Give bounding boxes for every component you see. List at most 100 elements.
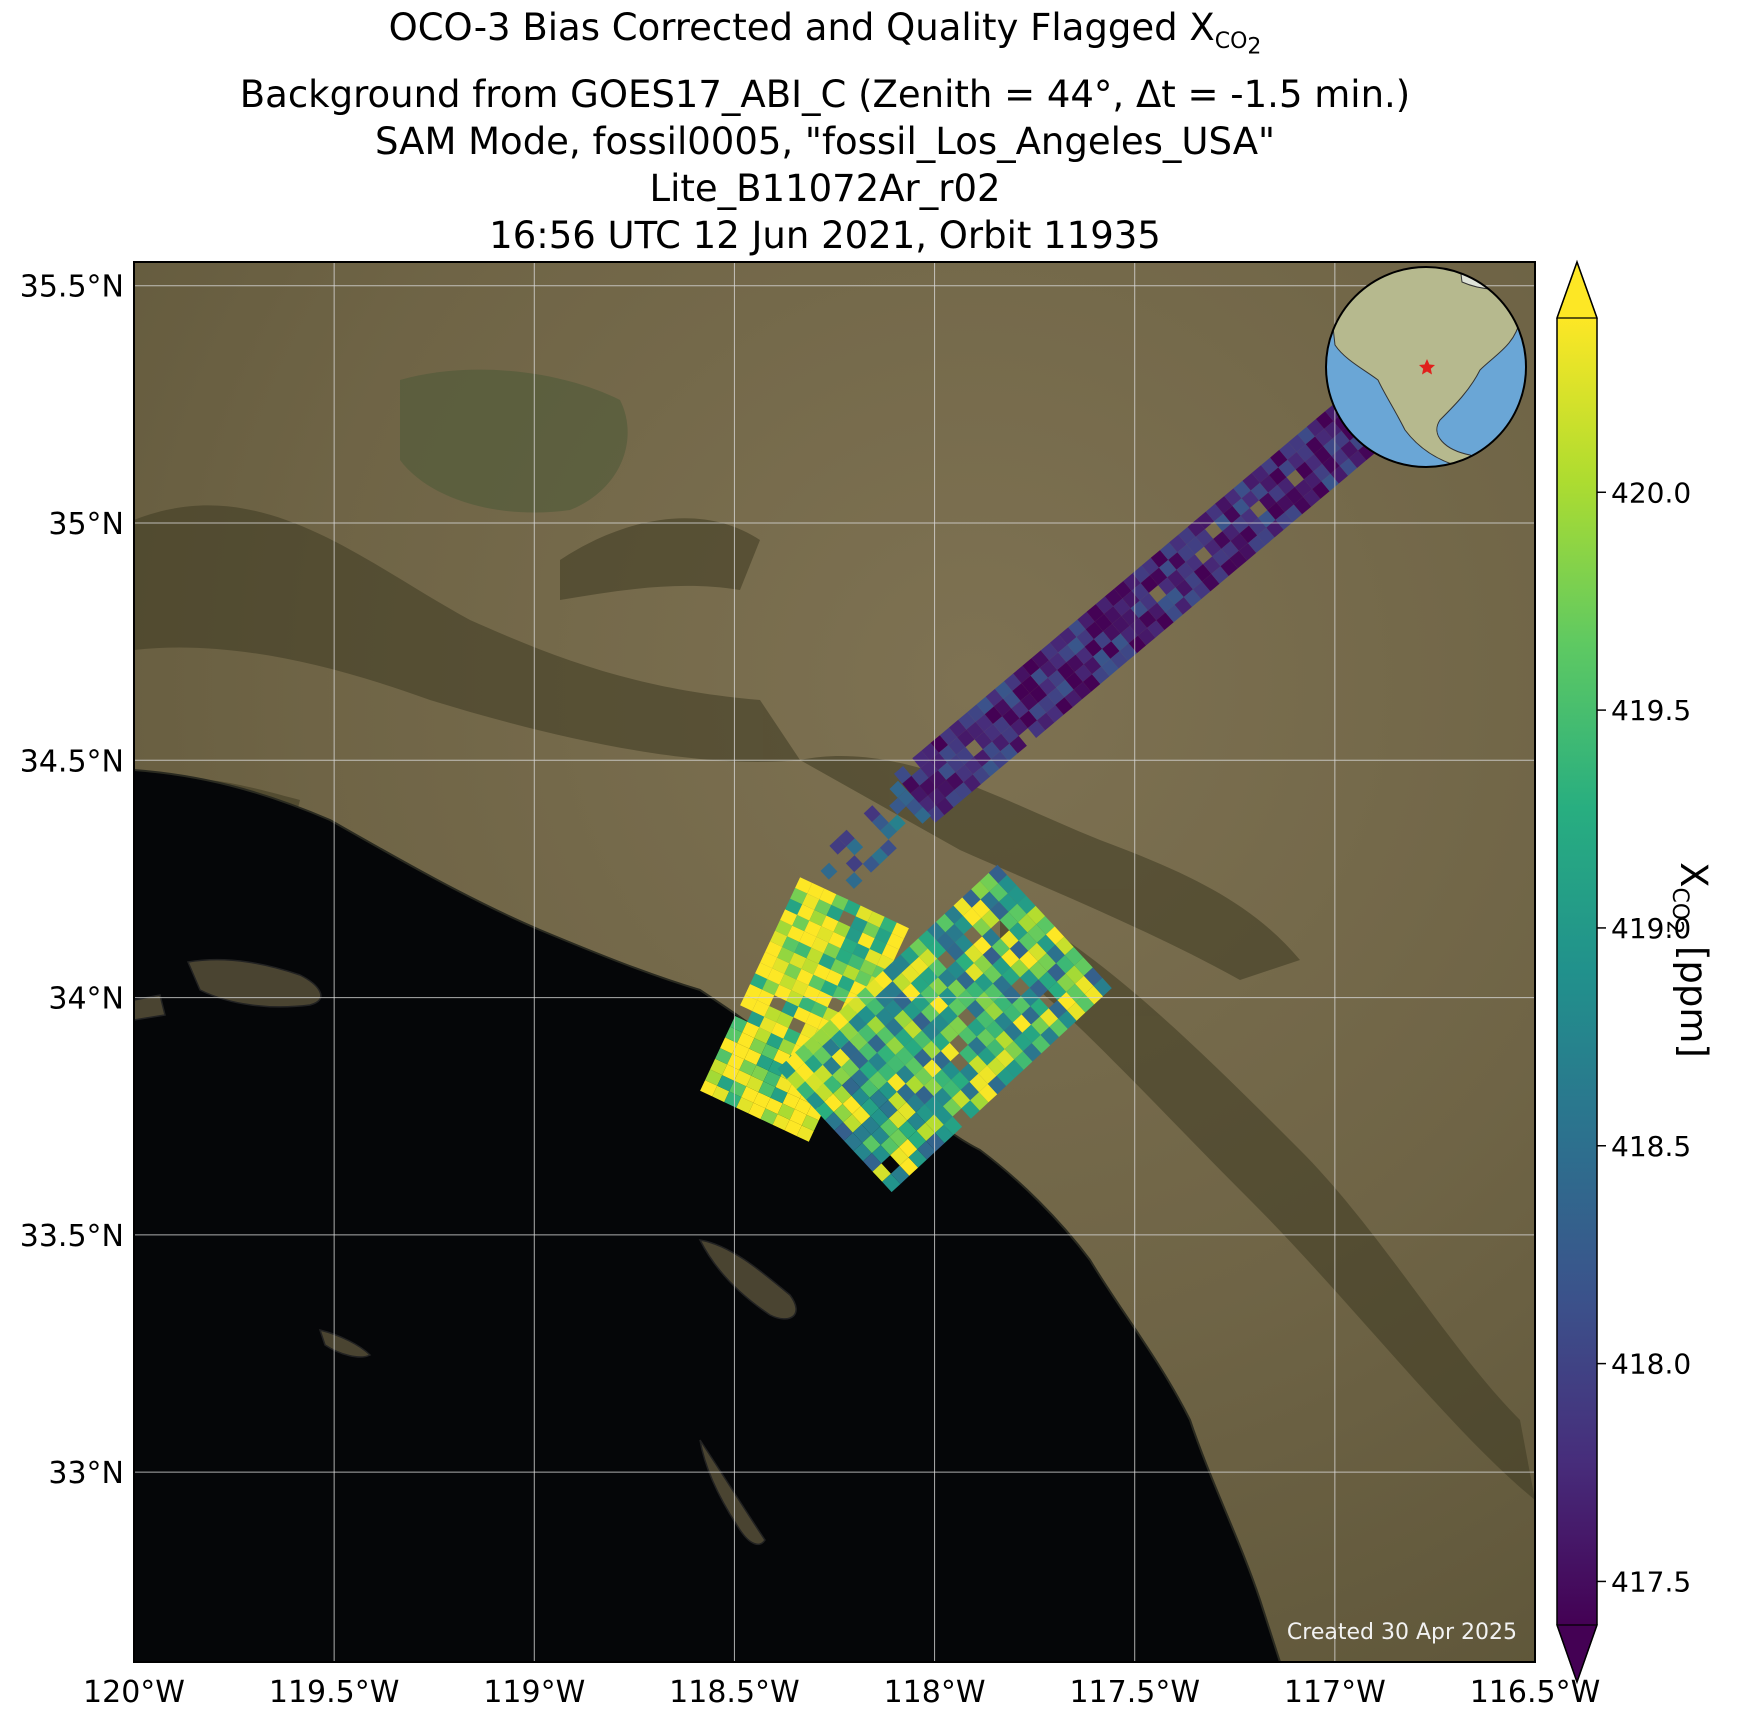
lon-tick-label: 116.5°W xyxy=(1470,1675,1601,1710)
sounding-cell xyxy=(1340,440,1359,459)
sounding-cell xyxy=(1202,573,1220,592)
sounding-cell xyxy=(895,1046,914,1066)
sounding-cell xyxy=(910,956,929,976)
sounding-cell xyxy=(938,762,956,780)
sounding-cell xyxy=(1013,665,1031,684)
sounding-cell xyxy=(1314,446,1332,464)
sounding-cell xyxy=(1103,623,1121,642)
sounding-cell xyxy=(984,1002,1004,1021)
sounding-cell xyxy=(765,941,783,958)
sounding-cell xyxy=(822,1056,842,1076)
sounding-cell xyxy=(1305,436,1324,454)
sounding-cell xyxy=(1222,523,1240,541)
sounding-cell xyxy=(1068,619,1086,637)
sounding-cell xyxy=(1193,564,1212,582)
sounding-cell xyxy=(959,1063,979,1082)
sounding-cell xyxy=(1331,448,1349,466)
colorbar: 417.5 418.0 418.5 419.0 419.5 420.0 xyxy=(1556,259,1691,1685)
sounding-cell xyxy=(809,909,827,927)
sounding-cell xyxy=(967,704,985,722)
sounding-cell xyxy=(1031,1016,1050,1035)
sounding-cell xyxy=(1093,648,1111,667)
sounding-cell xyxy=(956,971,975,990)
sounding-cell xyxy=(982,946,1002,966)
sounding-cell xyxy=(1058,644,1076,663)
sounding-cell xyxy=(888,1091,907,1111)
title-line-5: 16:56 UTC 12 Jun 2021, Orbit 11935 xyxy=(489,213,1161,257)
sounding-cell xyxy=(977,1047,996,1066)
sounding-cell xyxy=(1085,621,1104,640)
sounding-cell xyxy=(936,932,955,951)
sounding-cell xyxy=(740,994,758,1011)
sounding-cell xyxy=(1315,411,1334,429)
sounding-cell xyxy=(774,984,792,1001)
sounding-cell xyxy=(1009,735,1027,754)
sounding-cell xyxy=(785,898,803,915)
sounding-cell xyxy=(762,979,780,996)
sounding-cell xyxy=(941,1061,960,1080)
sounding-cell xyxy=(1276,494,1294,513)
sounding-cell xyxy=(772,1114,790,1131)
sounding-cell xyxy=(991,938,1010,957)
sounding-cell xyxy=(805,1012,823,1029)
sounding-cell xyxy=(1014,1051,1033,1070)
sounding-cell xyxy=(710,1058,728,1076)
sounding-cell xyxy=(830,1011,849,1031)
sounding-cell xyxy=(957,989,976,1008)
sounding-cell xyxy=(1332,430,1350,449)
sounding-cell xyxy=(877,1044,896,1064)
sounding-cell xyxy=(891,922,909,939)
sounding-cell xyxy=(1055,697,1073,715)
sounding-cell xyxy=(1205,503,1224,522)
sounding-cell xyxy=(921,1022,941,1041)
sounding-cell xyxy=(880,1118,899,1137)
sounding-cell xyxy=(860,1079,879,1098)
sounding-cell xyxy=(947,979,966,998)
sounding-cell xyxy=(946,942,965,961)
sounding-cell xyxy=(843,1114,862,1133)
sounding-cell xyxy=(775,919,793,937)
sounding-cell xyxy=(815,1101,834,1121)
sounding-cell xyxy=(786,1070,806,1090)
sounding-cell xyxy=(1140,575,1159,593)
sounding-cell xyxy=(871,1126,890,1145)
sounding-cell xyxy=(844,1132,863,1151)
sounding-cell xyxy=(812,1028,831,1047)
sounding-cell xyxy=(933,1087,952,1107)
sounding-cell xyxy=(1000,743,1018,762)
sounding-cell xyxy=(880,1136,899,1156)
sounding-cell xyxy=(729,1080,747,1098)
title-line-3: SAM Mode, fossil0005, "fossil_Los_Angele… xyxy=(374,119,1276,163)
sounding-cell xyxy=(1064,689,1082,708)
sounding-cell xyxy=(1083,967,1103,986)
lon-tick-label: 117.5°W xyxy=(1069,1675,1200,1710)
sounding-cell xyxy=(905,1075,924,1094)
sounding-cell xyxy=(799,931,817,948)
sounding-cell xyxy=(814,899,832,916)
colorbar-outline xyxy=(1556,259,1598,1685)
sounding-cell xyxy=(856,987,875,1006)
sounding-cell xyxy=(872,1163,891,1182)
sounding-cell xyxy=(803,1036,823,1055)
sounding-cell xyxy=(1113,598,1131,616)
sounding-cell xyxy=(748,1102,766,1120)
sounding-cell xyxy=(946,772,964,790)
sounding-cell xyxy=(1157,595,1175,613)
sounding-cell xyxy=(841,1077,861,1096)
sounding-cell xyxy=(993,975,1012,994)
sounding-cell xyxy=(993,698,1012,717)
sounding-cell xyxy=(982,928,1001,947)
sounding-cell xyxy=(1046,944,1065,964)
sounding-cell xyxy=(1049,652,1067,670)
sounding-cell xyxy=(1215,496,1233,514)
sounding-cell xyxy=(859,959,877,976)
sounding-cell xyxy=(821,915,839,932)
sounding-cell xyxy=(946,960,966,980)
sounding-cell xyxy=(945,789,963,808)
sounding-cell xyxy=(974,731,993,750)
lat-tick-label: 35°N xyxy=(48,507,124,542)
sounding-cell xyxy=(932,1069,952,1088)
sounding-cell xyxy=(752,1000,770,1017)
sounding-cell xyxy=(920,760,938,778)
sounding-cell xyxy=(847,953,865,971)
